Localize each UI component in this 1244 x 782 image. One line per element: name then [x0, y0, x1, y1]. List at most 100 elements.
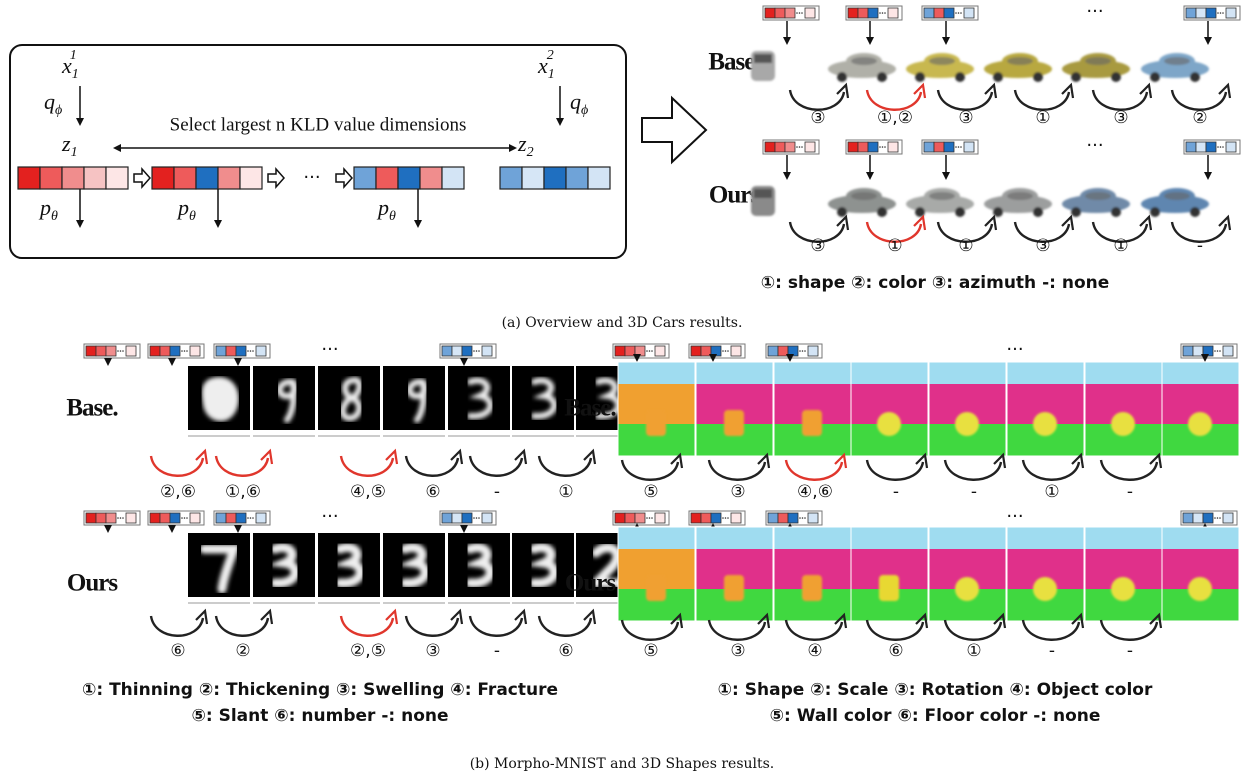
- code-dot: [120, 517, 122, 519]
- code-cell: [625, 346, 635, 356]
- code-cell: [256, 346, 266, 356]
- code-cell: [934, 8, 944, 18]
- legend-line: ①: Thinning ②: Thickening ③: Swelling ④:…: [82, 680, 558, 700]
- car-wheel: [1150, 207, 1160, 217]
- code-cell: [420, 167, 442, 189]
- code-dot: [727, 517, 729, 519]
- scene-object: [802, 410, 822, 436]
- car-window: [929, 192, 955, 200]
- transition-arrow: [151, 616, 203, 636]
- car-window: [754, 54, 772, 63]
- car-wheel: [1071, 207, 1081, 217]
- code-cell: [808, 513, 818, 523]
- math-sub: 2: [527, 145, 534, 160]
- code-dot: [796, 146, 798, 148]
- transition-arrow: [539, 616, 591, 636]
- code-dot: [252, 517, 254, 519]
- transition-arrow: [406, 456, 458, 476]
- math-base: p: [176, 195, 189, 220]
- code-cell: [868, 142, 878, 152]
- ellipsis: ···: [1006, 506, 1023, 527]
- code-dot: [478, 517, 480, 519]
- code-dot: [250, 350, 252, 352]
- scene-object: [802, 575, 822, 601]
- code-cell: [84, 167, 106, 189]
- math-sub: 1: [71, 145, 78, 160]
- transition-label: ⑥: [425, 482, 440, 502]
- code-cell: [788, 513, 798, 523]
- car-wheel: [1111, 207, 1121, 217]
- code-cell: [655, 513, 665, 523]
- code-cell: [711, 513, 721, 523]
- math-symbol: pθ: [38, 195, 58, 224]
- code-dot: [882, 12, 884, 14]
- scene-object: [1111, 577, 1135, 601]
- code-cell: [196, 167, 218, 189]
- legend-line: ⑤: Slant ⑥: number -: none: [191, 706, 448, 726]
- code-cell: [944, 142, 954, 152]
- car-window: [1164, 192, 1190, 200]
- code-dot: [184, 517, 186, 519]
- digit-stroke: [205, 380, 236, 418]
- math-sub: θ: [389, 209, 396, 224]
- row-label: Ours: [67, 570, 118, 597]
- transition-label: ①: [1044, 482, 1059, 502]
- code-dot: [722, 350, 724, 352]
- code-cell: [236, 513, 246, 523]
- ellipsis: ···: [1006, 339, 1023, 360]
- code-dot: [649, 517, 651, 519]
- transition-label: -: [494, 641, 500, 661]
- transition-arrow: [622, 460, 678, 480]
- math-base: z: [517, 131, 527, 156]
- code-dot: [247, 350, 249, 352]
- code-dot: [725, 350, 727, 352]
- scene-image: [1162, 362, 1239, 456]
- code-dot: [804, 517, 806, 519]
- math-sub: 1: [72, 67, 78, 82]
- scene-image: [851, 527, 928, 621]
- transition-arrow: [151, 456, 203, 476]
- transition-arrow: [1172, 90, 1226, 110]
- scene-object: [646, 410, 666, 436]
- code-cell: [150, 513, 160, 523]
- code-cell: [126, 513, 136, 523]
- code-cell: [190, 346, 200, 356]
- figure: x11qϕz1x12qϕz2Select largest n KLD value…: [0, 0, 1244, 782]
- legend-line: ①: Shape ②: Scale ③: Rotation ④: Object …: [718, 680, 1153, 700]
- scene-image: [696, 527, 773, 621]
- code-cell: [1203, 346, 1213, 356]
- code-cell: [848, 142, 858, 152]
- code-cell: [701, 346, 711, 356]
- car-wheel: [955, 207, 965, 217]
- car-wheel: [837, 72, 847, 82]
- code-cell: [240, 167, 262, 189]
- code-cell: [765, 142, 775, 152]
- math-sub: 1: [548, 67, 555, 82]
- code-dot: [958, 146, 960, 148]
- code-dot: [879, 146, 881, 148]
- car-wheel: [915, 72, 925, 82]
- transition-label: ②,⑤: [350, 641, 386, 661]
- code-dot: [799, 146, 801, 148]
- code-cell: [216, 513, 226, 523]
- math-sub: θ: [51, 209, 58, 224]
- math-sub: θ: [189, 209, 196, 224]
- code-cell: [500, 167, 522, 189]
- code-cell: [86, 513, 96, 523]
- ellipsis: ···: [321, 339, 338, 360]
- code-cell: [1193, 513, 1203, 523]
- car-wheel: [877, 72, 887, 82]
- car-image: [984, 188, 1052, 217]
- code-cell: [1223, 346, 1233, 356]
- ellipsis: ···: [1086, 1, 1103, 22]
- code-cell: [964, 142, 974, 152]
- code-cell: [778, 513, 788, 523]
- transition-label: ③: [1035, 236, 1050, 256]
- code-cell: [1186, 142, 1196, 152]
- code-dot: [1214, 350, 1216, 352]
- scene-image: [774, 527, 851, 621]
- transition-label: ①: [958, 236, 973, 256]
- code-cell: [62, 167, 84, 189]
- code-cell: [174, 167, 196, 189]
- code-dot: [122, 350, 124, 352]
